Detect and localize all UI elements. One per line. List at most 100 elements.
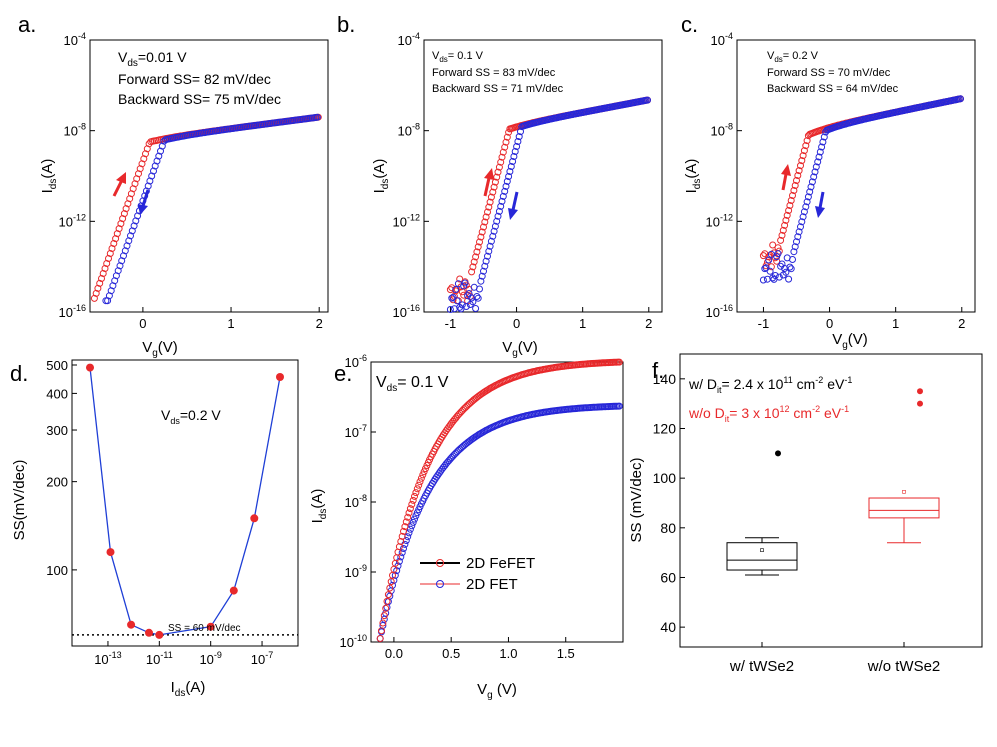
data-point <box>771 272 779 279</box>
panel-e-plot-area <box>376 358 623 642</box>
data-point <box>452 286 460 293</box>
data-point <box>761 265 769 273</box>
panel-a-plot-area <box>90 113 322 305</box>
data-point <box>800 147 808 155</box>
data-point <box>153 157 161 165</box>
data-point <box>812 163 820 171</box>
series-backward <box>446 96 651 313</box>
data-point <box>511 148 519 155</box>
b-y-tick-label: 10-16 <box>393 303 420 320</box>
data-point <box>477 277 485 285</box>
c-x-tick-label: 1 <box>892 316 899 331</box>
data-point <box>477 233 485 241</box>
e-x-tick-label: 1.5 <box>557 646 575 661</box>
data-point <box>802 142 810 150</box>
data-point <box>126 195 134 203</box>
data-point <box>790 248 798 256</box>
data-point <box>106 250 114 257</box>
ss-point <box>229 586 238 595</box>
data-point <box>785 207 793 214</box>
data-point <box>778 231 786 239</box>
ss-point <box>206 622 215 631</box>
data-point <box>121 247 129 255</box>
data-point <box>802 203 810 211</box>
data-point <box>795 167 803 175</box>
data-point <box>501 187 509 195</box>
panel-d-vds-annotation: Vds=0.2 V <box>161 407 221 426</box>
panel-c-backward-arrow <box>815 191 825 218</box>
panel-c-axes: -1 0 1 2 10-4 10-8 10-12 10-16 <box>706 31 966 331</box>
data-point <box>810 173 818 181</box>
e-y-tick-label: 10-8 <box>345 493 367 510</box>
data-point <box>487 193 495 201</box>
data-point <box>96 279 104 287</box>
panel-c-backward-ss: Backward SS = 64 mV/dec <box>767 83 899 95</box>
data-point <box>484 252 491 260</box>
data-point <box>799 213 807 221</box>
data-point <box>468 268 476 276</box>
panel-d-x-axis-label: Ids(A) <box>171 679 206 699</box>
panel-c-vds-annotation: Vds= 0.2 V <box>767 50 819 64</box>
data-point <box>470 258 478 266</box>
data-point <box>494 168 502 176</box>
series-forward <box>446 96 651 305</box>
series-fet <box>376 358 623 642</box>
panel-e: e. 0.0 0.5 1.0 1.5 10-6 10-7 10-8 10-9 10-10 Vds… <box>309 353 624 701</box>
data-point <box>509 158 517 165</box>
panel-f-plot-area <box>726 388 940 576</box>
data-point <box>449 293 457 301</box>
box-mean <box>760 548 764 552</box>
data-point <box>783 211 791 219</box>
data-point <box>775 273 783 281</box>
f-y-tick-label: 100 <box>653 470 677 486</box>
data-point <box>122 205 130 213</box>
data-point <box>158 142 166 150</box>
data-point <box>382 604 390 612</box>
data-point <box>461 279 469 287</box>
data-point <box>376 635 384 642</box>
data-point <box>419 471 427 479</box>
data-point <box>495 207 503 215</box>
data-point <box>400 545 407 552</box>
data-point <box>782 216 790 224</box>
data-point <box>774 250 782 258</box>
data-point <box>789 192 796 199</box>
panel-a-forward-arrow <box>112 172 126 197</box>
data-point <box>807 183 815 191</box>
data-point <box>797 162 804 170</box>
data-point <box>495 163 503 171</box>
data-point <box>446 306 454 313</box>
b-x-tick-label: 2 <box>645 316 652 331</box>
panel-f-frame <box>679 353 983 648</box>
data-point <box>808 178 816 186</box>
data-point <box>469 263 477 271</box>
panel-a-x-axis-label: Vg(V) <box>142 339 178 359</box>
data-point <box>795 228 803 236</box>
panel-f-axes: 40 60 80 100 120 140 w/ tWSe2 w/o tWSe2 <box>653 371 941 675</box>
c-y-tick-label: 10-4 <box>711 31 733 48</box>
d-y-tick-label: 100 <box>46 563 68 578</box>
data-point <box>503 177 511 185</box>
ss-point <box>155 630 164 639</box>
box-iqr <box>726 542 798 571</box>
c-y-tick-label: 10-16 <box>706 303 733 320</box>
data-point <box>490 227 498 235</box>
data-point <box>136 165 144 173</box>
data-point <box>386 584 394 592</box>
series-backward <box>759 95 964 284</box>
panel-b-y-axis-label: Ids(A) <box>371 159 391 194</box>
c-x-tick-label: -1 <box>758 316 770 331</box>
data-point <box>400 527 407 535</box>
panel-e-y-axis-label: Ids(A) <box>309 489 329 524</box>
data-point <box>501 143 509 151</box>
f-x-tick-label: w/ tWSe2 <box>729 658 794 675</box>
data-point <box>458 301 466 309</box>
data-point <box>819 138 827 146</box>
panel-d-frame <box>71 359 299 647</box>
legend-label-fet: 2D FET <box>466 576 518 593</box>
panel-c: c. -1 0 1 2 10-4 10-8 10-12 10-16 Vds= 0.2 V Fo… <box>681 12 976 351</box>
d-x-tick-label: 10-13 <box>94 650 121 667</box>
panel-a-backward-ss: Backward SS= 75 mV/dec <box>118 91 281 107</box>
panel-f-dit-without: w/o Dit= 3 x 1012 cm-2 eV-1 <box>688 404 849 424</box>
data-point <box>513 143 521 150</box>
